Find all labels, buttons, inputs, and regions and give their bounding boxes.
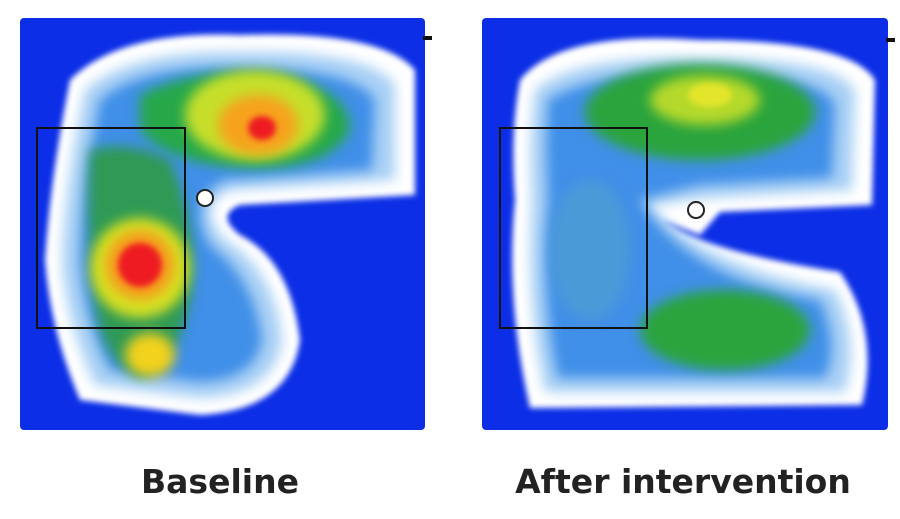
panel-label: After intervention — [515, 462, 851, 501]
heatmap-baseline — [20, 18, 425, 430]
panel-label: Baseline — [141, 462, 299, 501]
heatmap-after-intervention — [482, 18, 888, 430]
